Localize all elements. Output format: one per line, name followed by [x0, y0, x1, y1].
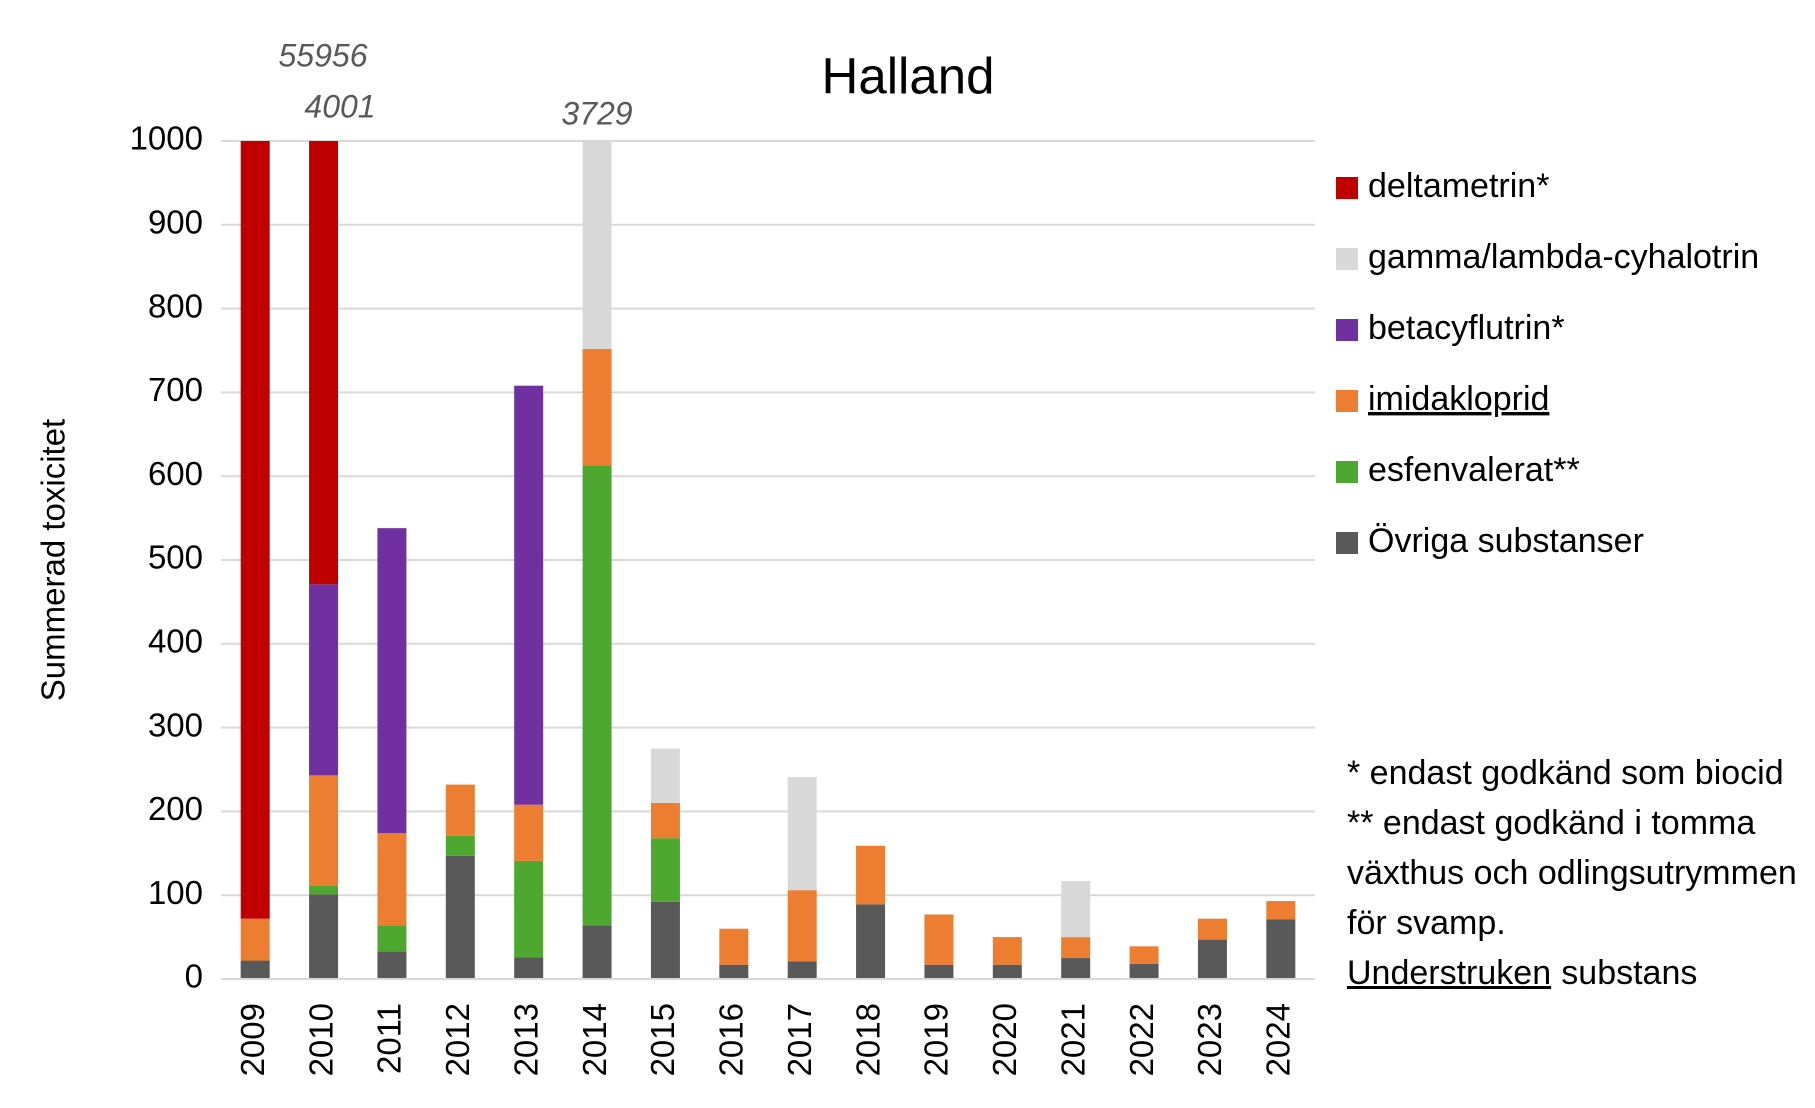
x-tick-label: 2020	[986, 1003, 1023, 1076]
x-tick-label: 2014	[576, 1003, 613, 1076]
bar-segment	[445, 784, 475, 836]
x-tick-label: 2022	[1123, 1003, 1160, 1076]
y-tick-label: 400	[148, 623, 203, 660]
x-tick-label: 2021	[1054, 1003, 1091, 1076]
legend-label: Övriga substanser	[1368, 522, 1644, 560]
bar-segment	[1266, 901, 1296, 920]
bar-segment	[582, 465, 612, 926]
bar-segment	[514, 957, 544, 979]
x-tick-label: 2009	[234, 1003, 271, 1076]
bar-segment	[1129, 946, 1159, 964]
bar-segment	[650, 748, 680, 804]
bar-segment	[582, 348, 612, 466]
y-tick-label: 200	[148, 790, 203, 827]
bar-segment	[1061, 880, 1091, 938]
note: ** endast godkänd i tomma växthus och od…	[1347, 804, 1797, 942]
note-rest: substans	[1561, 954, 1698, 992]
legend-label: esfenvalerat**	[1368, 451, 1580, 489]
bar-segment	[309, 141, 339, 585]
x-tick-label: 2017	[781, 1003, 818, 1076]
y-tick-label: 0	[185, 958, 203, 995]
bar-segment	[856, 904, 886, 979]
bar-segment	[240, 918, 270, 961]
x-tick-label: 2019	[918, 1003, 955, 1076]
y-tick-label: 500	[148, 539, 203, 576]
x-tick-label: 2013	[507, 1003, 544, 1076]
legend-swatch	[1336, 319, 1358, 341]
legend-swatch	[1336, 248, 1358, 270]
y-axis-title: Summerad toxicitet	[35, 419, 72, 701]
annotation: 3729	[561, 95, 632, 131]
bar-segment	[309, 885, 339, 895]
y-tick-label: 700	[148, 371, 203, 408]
x-tick-label: 2011	[371, 1003, 408, 1074]
bar-segment	[719, 964, 749, 979]
note: Understruken substans	[1347, 948, 1807, 998]
bar-segment	[377, 951, 407, 979]
bar-segment	[514, 804, 544, 861]
legend-swatch	[1336, 177, 1358, 199]
bar-segment	[582, 141, 612, 349]
legend-swatch	[1336, 532, 1358, 554]
note-text: * endast godkänd som biocid ** endast god…	[1347, 748, 1807, 998]
annotation: 55956	[279, 37, 368, 73]
bar-segment	[856, 845, 886, 905]
bar-segment	[1061, 958, 1091, 979]
bar-segment	[787, 961, 817, 979]
bar-segment	[445, 835, 475, 856]
bar-segment	[992, 964, 1022, 979]
y-tick-label: 300	[148, 706, 203, 743]
y-tick-label: 600	[148, 455, 203, 492]
x-tick-label: 2015	[644, 1003, 681, 1076]
bar-segment	[514, 385, 544, 805]
bar-segment	[992, 937, 1022, 965]
bar-segment	[924, 914, 954, 965]
note-underlined: Understruken	[1347, 954, 1552, 992]
bar-segment	[719, 928, 749, 965]
y-tick-label: 1000	[130, 120, 203, 157]
x-tick-label: 2010	[302, 1003, 339, 1076]
bar-segment	[650, 838, 680, 902]
chart-title: Halland	[822, 47, 995, 104]
bar-segment	[240, 960, 270, 979]
bar-segment	[1061, 937, 1091, 959]
legend-label: imidakloprid	[1368, 380, 1549, 418]
bar-segment	[787, 890, 817, 962]
bar-segment	[787, 777, 817, 891]
bar-segment	[240, 141, 270, 919]
legend-label: deltametrin*	[1368, 167, 1549, 205]
bar-segment	[514, 860, 544, 958]
bar-segment	[445, 855, 475, 979]
bar-segment	[924, 964, 954, 979]
bar-segment	[377, 925, 407, 952]
bar-segment	[650, 901, 680, 979]
legend-swatch	[1336, 461, 1358, 483]
bar-segment	[377, 833, 407, 926]
note: * endast godkänd som biocid	[1347, 754, 1784, 792]
y-tick-label: 900	[148, 204, 203, 241]
bar-segment	[309, 775, 339, 886]
x-tick-label: 2012	[439, 1003, 476, 1076]
bar-segment	[1266, 919, 1296, 979]
bar-segment	[1197, 918, 1227, 940]
bar-segment	[650, 803, 680, 839]
x-tick-label: 2023	[1191, 1003, 1228, 1076]
legend-swatch	[1336, 390, 1358, 412]
y-tick-label: 800	[148, 287, 203, 324]
notes: * endast godkänd som biocid ** endast god…	[1347, 748, 1807, 998]
annotation: 4001	[304, 88, 375, 124]
x-tick-label: 2018	[849, 1003, 886, 1076]
x-tick-label: 2024	[1260, 1003, 1297, 1076]
bar-segment	[1129, 963, 1159, 979]
y-tick-label: 100	[148, 874, 203, 911]
bar-segment	[309, 584, 339, 776]
legend-label: gamma/lambda-cyhalotrin	[1368, 238, 1759, 276]
bar-segment	[1197, 939, 1227, 979]
bar-segment	[309, 894, 339, 979]
bar-segment	[582, 925, 612, 979]
legend-label: betacyflutrin*	[1368, 309, 1565, 347]
bar-segment	[377, 528, 407, 834]
x-tick-label: 2016	[713, 1003, 750, 1076]
